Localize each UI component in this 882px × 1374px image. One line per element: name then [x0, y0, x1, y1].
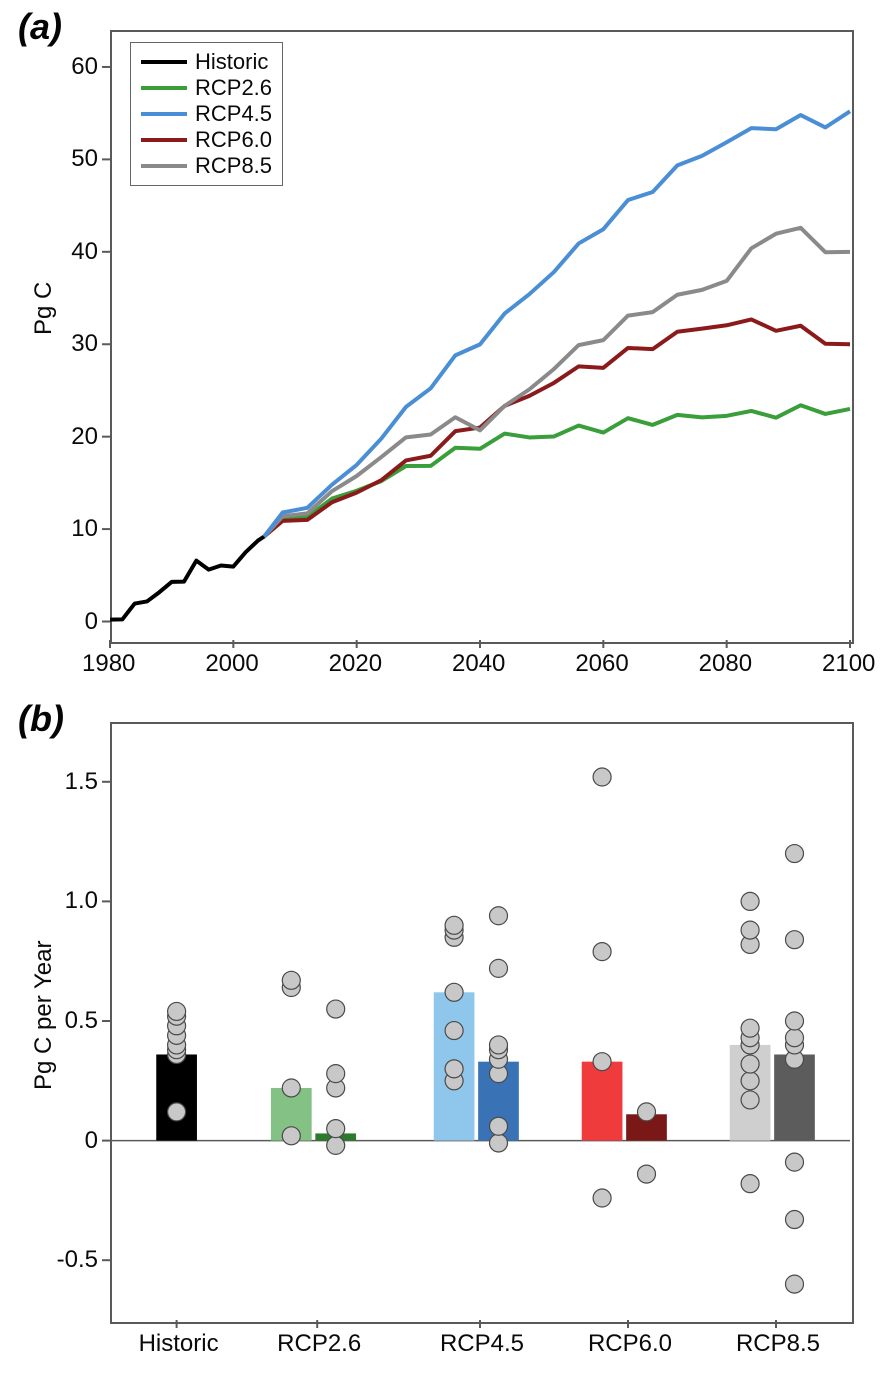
scatter-point: [741, 1091, 759, 1109]
panel-a-ytick-label: 60: [71, 53, 98, 81]
scatter-point: [282, 1079, 300, 1097]
scatter-point: [741, 921, 759, 939]
panel-b-ytick-label: 0: [85, 1127, 98, 1155]
panel-b-xcat-label: Historic: [129, 1330, 229, 1358]
scatter-point: [786, 1211, 804, 1229]
scatter-point: [168, 1002, 186, 1020]
panel-b-ytick-label: 1.0: [65, 887, 98, 915]
scatter-point: [445, 916, 463, 934]
scatter-point: [327, 1120, 345, 1138]
panel-b-xcat-label: RCP6.0: [580, 1330, 680, 1358]
panel-a-ytick-label: 0: [85, 608, 98, 636]
scatter-point: [490, 1117, 508, 1135]
scatter-point: [445, 1060, 463, 1078]
scatter-point: [741, 1175, 759, 1193]
panel-a-ytick-label: 40: [71, 238, 98, 266]
scatter-point: [593, 943, 611, 961]
panel-b-xcat-label: RCP2.6: [269, 1330, 369, 1358]
panel-a-ytick-label: 20: [71, 423, 98, 451]
scatter-point: [445, 1022, 463, 1040]
bar: [582, 1062, 623, 1141]
panel-b-xcat-label: RCP8.5: [728, 1330, 828, 1358]
panel-b-svg: [0, 0, 882, 1374]
scatter-point: [786, 1275, 804, 1293]
panel-a-ytick-label: 10: [71, 515, 98, 543]
scatter-point: [786, 1153, 804, 1171]
panel-a-xtick-label: 1980: [82, 650, 135, 678]
scatter-point: [327, 1065, 345, 1083]
scatter-point: [741, 1019, 759, 1037]
figure: (a) Pg C HistoricRCP2.6RCP4.5RCP6.0RCP8.…: [0, 0, 882, 1374]
scatter-point: [282, 1127, 300, 1145]
scatter-point: [282, 971, 300, 989]
scatter-point: [327, 1136, 345, 1154]
panel-a-xtick-label: 2080: [699, 650, 752, 678]
panel-b-ytick-label: 0.5: [65, 1007, 98, 1035]
panel-a-ytick-label: 30: [71, 330, 98, 358]
scatter-point: [638, 1165, 656, 1183]
scatter-point: [741, 892, 759, 910]
scatter-point: [593, 768, 611, 786]
scatter-point: [786, 931, 804, 949]
panel-b-ytick-label: 1.5: [65, 768, 98, 796]
panel-a-xtick-label: 2040: [452, 650, 505, 678]
scatter-point: [490, 907, 508, 925]
scatter-point: [786, 845, 804, 863]
scatter-point: [741, 1072, 759, 1090]
scatter-point: [445, 983, 463, 1001]
scatter-point: [490, 1036, 508, 1054]
scatter-point: [168, 1103, 186, 1121]
scatter-point: [490, 1134, 508, 1152]
scatter-point: [741, 1055, 759, 1073]
scatter-point: [638, 1103, 656, 1121]
bar: [156, 1054, 197, 1140]
scatter-point: [490, 959, 508, 977]
panel-a-xtick-label: 2060: [575, 650, 628, 678]
panel-a-xtick-label: 2000: [205, 650, 258, 678]
panel-a-xtick-label: 2100: [822, 650, 875, 678]
scatter-point: [786, 1012, 804, 1030]
scatter-point: [327, 1000, 345, 1018]
scatter-point: [593, 1053, 611, 1071]
panel-b-ytick-label: -0.5: [57, 1246, 98, 1274]
scatter-point: [786, 1029, 804, 1047]
scatter-point: [593, 1189, 611, 1207]
panel-a-xtick-label: 2020: [329, 650, 382, 678]
panel-b-xcat-label: RCP4.5: [432, 1330, 532, 1358]
panel-a-ytick-label: 50: [71, 145, 98, 173]
